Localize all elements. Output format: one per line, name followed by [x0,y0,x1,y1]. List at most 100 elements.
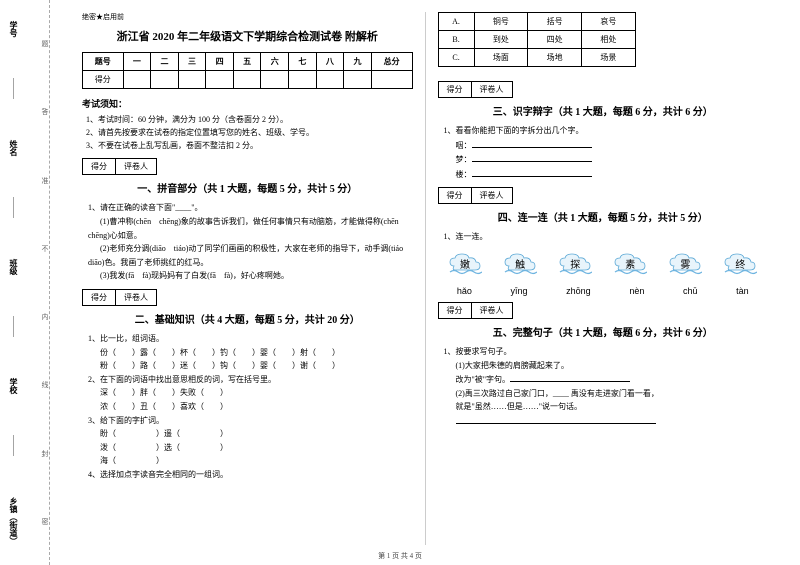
binding-sep: ——— [10,78,18,99]
q: 1、连一连。 [444,230,769,244]
q: 改为"被"字句。 [444,372,769,387]
q: (2)禹三次路过自己家门口，____ 禹没有走进家门看一看， [444,387,769,401]
score-cell: 评卷人 [472,188,512,203]
notice-item: 1、考试时间：60 分钟，满分为 100 分（含卷面分 2 分）。 [86,114,413,127]
binding-label: 学号 [8,21,19,37]
hint: 准 [40,177,50,184]
td: 四处 [528,31,582,49]
hint: 密 [40,518,50,525]
td: 场景 [582,49,636,67]
td [371,71,412,89]
binding-label: 学校 [8,378,19,394]
pinyin: hǎo [457,286,472,296]
q: 咽： [444,138,769,153]
cloud-char: 探 [570,256,580,271]
hint: 答 [40,108,50,115]
q: 粉（ ）路（ ）迷（ ）钩（ ）婴（ ）谢（ ） [88,359,413,373]
th: 八 [316,53,344,71]
lbl: 咽： [456,141,472,150]
notice-item: 2、请首先按要求在试卷的指定位置填写您的姓名、班级、学号。 [86,127,413,140]
binding-sep: ——— [10,197,18,218]
score-cell: 得分 [439,188,472,203]
th: 三 [178,53,206,71]
section-heading: 四、连一连（共 1 大题，每题 5 分，共计 5 分） [438,209,769,224]
notice-list: 1、考试时间：60 分钟，满分为 100 分（含卷面分 2 分）。 2、请首先按… [82,114,413,152]
td: C. [438,49,474,67]
score-cell: 得分 [83,290,116,305]
binding-column: 学号 ——— 姓名 ——— 班级 ——— 学校 ——— 乡镇（街道） 题 答 准… [0,0,50,565]
cloud-icon: 触 [503,252,537,276]
pinyin-row: hǎo yīng zhōng nèn chū tàn [438,286,769,296]
hint: 题 [40,40,50,47]
binding-label: 乡镇（街道） [8,497,19,545]
section-heading: 一、拼音部分（共 1 大题，每题 5 分，共计 5 分） [82,180,413,195]
cloud-icon: 雾 [668,252,702,276]
td: B. [438,31,474,49]
q4-option-table: A. 铜号 括号 哀号 B. 到处 四处 相处 C. 场面 场地 场景 [438,12,636,67]
td: 相处 [582,31,636,49]
score-cell: 得分 [83,159,116,174]
score-box: 得分 评卷人 [438,302,513,319]
page-footer: 第 1 页 共 4 页 [0,551,800,561]
td: 哀号 [582,13,636,31]
lbl: 改为"被"字句。 [456,375,511,384]
q: 1、比一比，组词语。 [88,332,413,346]
score-cell: 得分 [439,82,472,97]
q: 2、在下面的词语中找出意思相反的词，写在括号里。 [88,373,413,387]
hint: 线 [40,381,50,388]
th: 九 [344,53,372,71]
td [151,71,179,89]
cloud-icon: 嫩 [448,252,482,276]
td [344,71,372,89]
question-text: 1、看看你能把下面的字拆分出几个字。 咽： 梦： 楼： [438,124,769,181]
td: 铜号 [474,13,528,31]
hint: 内 [40,313,50,320]
q: 1、请在正确的读音下面"____"。 [88,201,413,215]
q: 份（ ）露（ ）杯（ ）钓（ ）婴（ ）射（ ） [88,346,413,360]
binding-sep: ——— [10,316,18,337]
q: (1)大家把朱德的肩膀藏起来了。 [444,359,769,373]
hint: 不 [40,245,50,252]
pinyin: zhōng [566,286,591,296]
td: 得分 [83,71,124,89]
q: 就是"虽然……但是……"说一句话。 [444,400,769,414]
th: 二 [151,53,179,71]
question-text: 1、请在正确的读音下面"____"。 (1)曹冲称(chēn chēng)象的故… [82,201,413,283]
q: 深（ ）胖（ ）失败（ ） [88,386,413,400]
cloud-icon: 素 [613,252,647,276]
binding-sep: ——— [10,435,18,456]
q: 1、按要求写句子。 [444,345,769,359]
page-title: 浙江省 2020 年二年级语文下学期综合检测试卷 附解析 [82,28,413,44]
cloud-char: 嫩 [460,256,470,271]
q: 海（ ） [88,454,413,468]
score-cell: 评卷人 [472,303,512,318]
cloud-icon: 终 [723,252,757,276]
q: (2)老师充分调(diāo tiáo)动了同学们画画的积极性，大家在老师的指导下… [88,242,413,269]
question-text: 1、按要求写句子。 (1)大家把朱德的肩膀藏起来了。 改为"被"字句。 (2)禹… [438,345,769,429]
q [444,414,769,429]
th: 总分 [371,53,412,71]
binding-label: 姓名 [8,140,19,156]
score-cell: 得分 [439,303,472,318]
td [206,71,234,89]
th: 七 [289,53,317,71]
fill-line [472,152,592,162]
left-column: 绝密★启用前 浙江省 2020 年二年级语文下学期综合检测试卷 附解析 题号 一… [70,12,426,545]
q: 浓（ ）丑（ ）喜欢（ ） [88,400,413,414]
notice-title: 考试须知： [82,97,413,110]
q: 1、看看你能把下面的字拆分出几个字。 [444,124,769,138]
td [178,71,206,89]
q: (3)我发(fā fà)现妈妈有了白发(fā fà)，好心疼啊她。 [88,269,413,283]
cloud-char: 终 [735,256,745,271]
th: 一 [123,53,151,71]
seal-line-hints: 题 答 准 不 内 线 封 密 [40,0,50,565]
score-cell: 评卷人 [116,159,156,174]
q: 3、给下面的字扩词。 [88,414,413,428]
fill-line [472,138,592,148]
cloud-char: 素 [625,256,635,271]
th: 五 [233,53,261,71]
hint: 封 [40,450,50,457]
q: 泼（ ）选（ ） [88,441,413,455]
cloud-char: 触 [515,256,525,271]
q: (1)曹冲称(chēn chēng)象的故事告诉我们，做任何事情只有动脑筋，才能… [88,215,413,242]
